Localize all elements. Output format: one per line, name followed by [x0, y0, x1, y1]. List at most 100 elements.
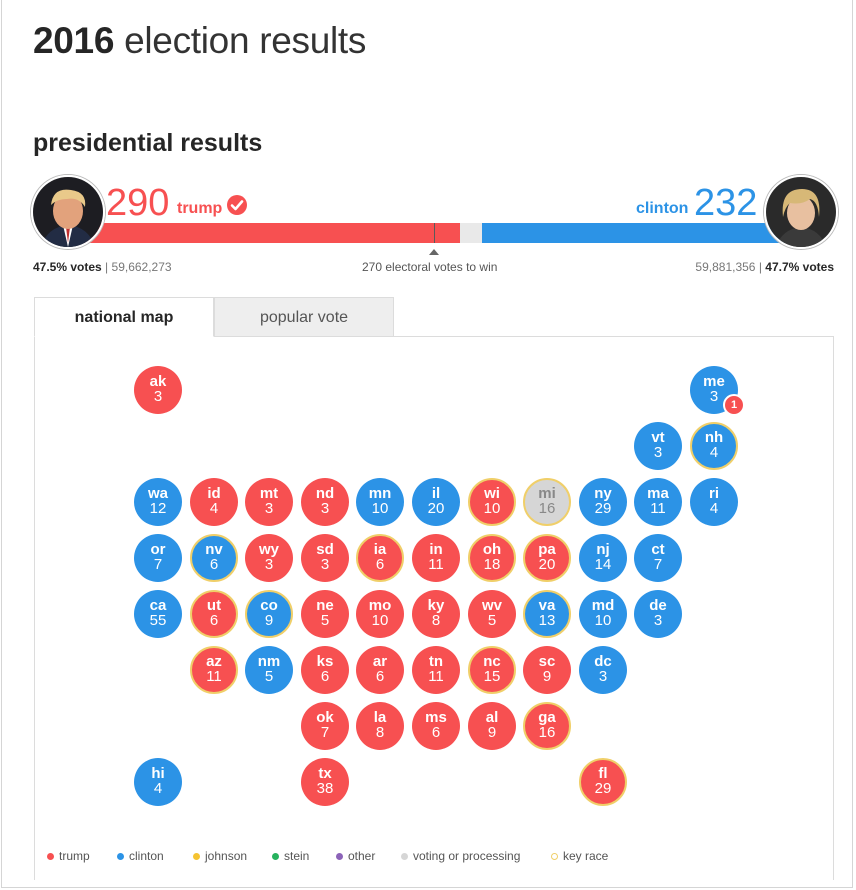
state-nd[interactable]: nd 3 [301, 478, 349, 526]
to-win-label: 270 electoral votes to win [362, 260, 498, 274]
state-co[interactable]: co 9 [245, 590, 293, 638]
state-or[interactable]: or 7 [134, 534, 182, 582]
state-wi[interactable]: wi 10 [468, 478, 516, 526]
state-electoral-votes: 3 [320, 556, 330, 573]
state-wy[interactable]: wy 3 [245, 534, 293, 582]
state-ct[interactable]: ct 7 [634, 534, 682, 582]
state-ga[interactable]: ga 16 [523, 702, 571, 750]
legend-label: voting or processing [413, 849, 521, 863]
state-mo[interactable]: mo 10 [356, 590, 404, 638]
state-electoral-votes: 3 [153, 388, 163, 405]
state-nh[interactable]: nh 4 [690, 422, 738, 470]
state-electoral-votes: 8 [431, 612, 441, 629]
state-abbr: oh [482, 541, 502, 558]
state-il[interactable]: il 20 [412, 478, 460, 526]
state-nj[interactable]: nj 14 [579, 534, 627, 582]
state-vt[interactable]: vt 3 [634, 422, 682, 470]
state-abbr: tx [318, 765, 332, 782]
state-abbr: nm [257, 653, 281, 670]
state-mi[interactable]: mi 16 [523, 478, 571, 526]
legend-dot-icon [193, 853, 200, 860]
trump-name: trump [177, 200, 223, 217]
state-pa[interactable]: pa 20 [523, 534, 571, 582]
state-ia[interactable]: ia 6 [356, 534, 404, 582]
state-ks[interactable]: ks 6 [301, 646, 349, 694]
state-ri[interactable]: ri 4 [690, 478, 738, 526]
electoral-progress-bar [60, 223, 802, 243]
state-ak[interactable]: ak 3 [134, 366, 182, 414]
state-abbr: hi [151, 765, 165, 782]
maine-split-badge[interactable]: 1 [723, 394, 745, 416]
legend-label: johnson [205, 849, 248, 863]
state-electoral-votes: 5 [264, 668, 274, 685]
state-az[interactable]: az 11 [190, 646, 238, 694]
clinton-progress-fill [482, 223, 802, 243]
state-abbr: md [591, 597, 615, 614]
state-al[interactable]: al 9 [468, 702, 516, 750]
state-abbr: ct [651, 541, 665, 558]
legend-dot-icon [272, 853, 279, 860]
state-electoral-votes: 11 [428, 668, 444, 685]
state-oh[interactable]: oh 18 [468, 534, 516, 582]
state-wa[interactable]: wa 12 [134, 478, 182, 526]
state-nm[interactable]: nm 5 [245, 646, 293, 694]
state-abbr: ca [149, 597, 167, 614]
state-abbr: dc [594, 653, 612, 670]
tab-national-map[interactable]: national map [34, 297, 214, 337]
clinton-popular-votes: 59,881,356 | 47.7% votes [695, 260, 834, 274]
trump-popular-votes: 47.5% votes | 59,662,273 [33, 260, 172, 274]
state-abbr: in [429, 541, 443, 558]
state-electoral-votes: 12 [149, 500, 167, 517]
state-in[interactable]: in 11 [412, 534, 460, 582]
state-electoral-votes: 3 [264, 556, 274, 573]
state-abbr: mt [259, 485, 279, 502]
state-ky[interactable]: ky 8 [412, 590, 460, 638]
state-wv[interactable]: wv 5 [468, 590, 516, 638]
state-id[interactable]: id 4 [190, 478, 238, 526]
state-electoral-votes: 4 [709, 444, 719, 461]
state-ms[interactable]: ms 6 [412, 702, 460, 750]
state-nv[interactable]: nv 6 [190, 534, 238, 582]
state-electoral-votes: 16 [538, 500, 556, 517]
state-mt[interactable]: mt 3 [245, 478, 293, 526]
state-abbr: va [538, 597, 556, 614]
legend-dot-icon [401, 853, 408, 860]
state-de[interactable]: de 3 [634, 590, 682, 638]
state-electoral-votes: 20 [427, 500, 445, 517]
state-ca[interactable]: ca 55 [134, 590, 182, 638]
state-ut[interactable]: ut 6 [190, 590, 238, 638]
state-ma[interactable]: ma 11 [634, 478, 682, 526]
state-electoral-votes: 20 [538, 556, 556, 573]
state-abbr: ri [708, 485, 719, 502]
state-abbr: wy [258, 541, 279, 558]
state-me[interactable]: me 3 [690, 366, 738, 414]
state-electoral-votes: 4 [209, 500, 219, 517]
state-nc[interactable]: nc 15 [468, 646, 516, 694]
state-electoral-votes: 7 [653, 556, 663, 573]
state-hi[interactable]: hi 4 [134, 758, 182, 806]
state-ar[interactable]: ar 6 [356, 646, 404, 694]
state-abbr: tn [428, 653, 444, 670]
state-fl[interactable]: fl 29 [579, 758, 627, 806]
state-sd[interactable]: sd 3 [301, 534, 349, 582]
state-ne[interactable]: ne 5 [301, 590, 349, 638]
state-abbr: me [703, 373, 725, 390]
state-tx[interactable]: tx 38 [301, 758, 349, 806]
state-va[interactable]: va 13 [523, 590, 571, 638]
tab-popular-vote[interactable]: popular vote [214, 297, 394, 337]
state-dc[interactable]: dc 3 [579, 646, 627, 694]
state-la[interactable]: la 8 [356, 702, 404, 750]
state-md[interactable]: md 10 [579, 590, 627, 638]
trump-avatar [31, 175, 105, 249]
state-electoral-votes: 55 [149, 612, 167, 629]
state-sc[interactable]: sc 9 [523, 646, 571, 694]
legend-label: clinton [129, 849, 164, 863]
state-abbr: ok [316, 709, 334, 726]
state-abbr: ms [425, 709, 447, 726]
state-tn[interactable]: tn 11 [412, 646, 460, 694]
state-electoral-votes: 6 [320, 668, 330, 685]
state-ny[interactable]: ny 29 [579, 478, 627, 526]
state-mn[interactable]: mn 10 [356, 478, 404, 526]
state-ok[interactable]: ok 7 [301, 702, 349, 750]
trump-popular-count: 59,662,273 [111, 260, 172, 274]
